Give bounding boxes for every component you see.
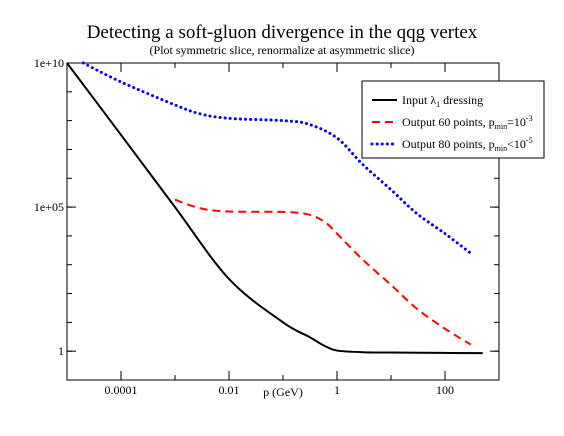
legend-label-1: Input λ1 dressing <box>402 93 483 109</box>
legend: Input λ1 dressing Output 60 points, pmin=… <box>361 80 545 159</box>
axis-ticks: 0.0001 0.01 1 100 1e+10 1e+05 1 <box>34 56 500 397</box>
series-line-1 <box>66 62 483 355</box>
x-axis-label: p (GeV) <box>263 385 303 399</box>
series-line-3 <box>81 61 473 255</box>
x-tick-label: 100 <box>436 383 454 397</box>
y-tick-label: 1e+10 <box>34 56 64 70</box>
chart-subtitle: (Plot symmetric slice, renormalize at as… <box>150 43 415 57</box>
legend-label-3: Output 80 points, pmin<10-5 <box>402 136 533 153</box>
x-tick-label: 1 <box>334 383 340 397</box>
y-tick-label: 1e+05 <box>34 200 64 214</box>
x-tick-label: 0.01 <box>219 383 240 397</box>
chart-title: Detecting a soft-gluon divergence in the… <box>87 22 478 43</box>
series-lines <box>66 61 483 355</box>
legend-label-2: Output 60 points, pmin=10-3 <box>402 114 533 131</box>
y-tick-label: 1 <box>58 344 64 358</box>
x-tick-label: 0.0001 <box>105 383 138 397</box>
series-line-2 <box>174 198 472 346</box>
